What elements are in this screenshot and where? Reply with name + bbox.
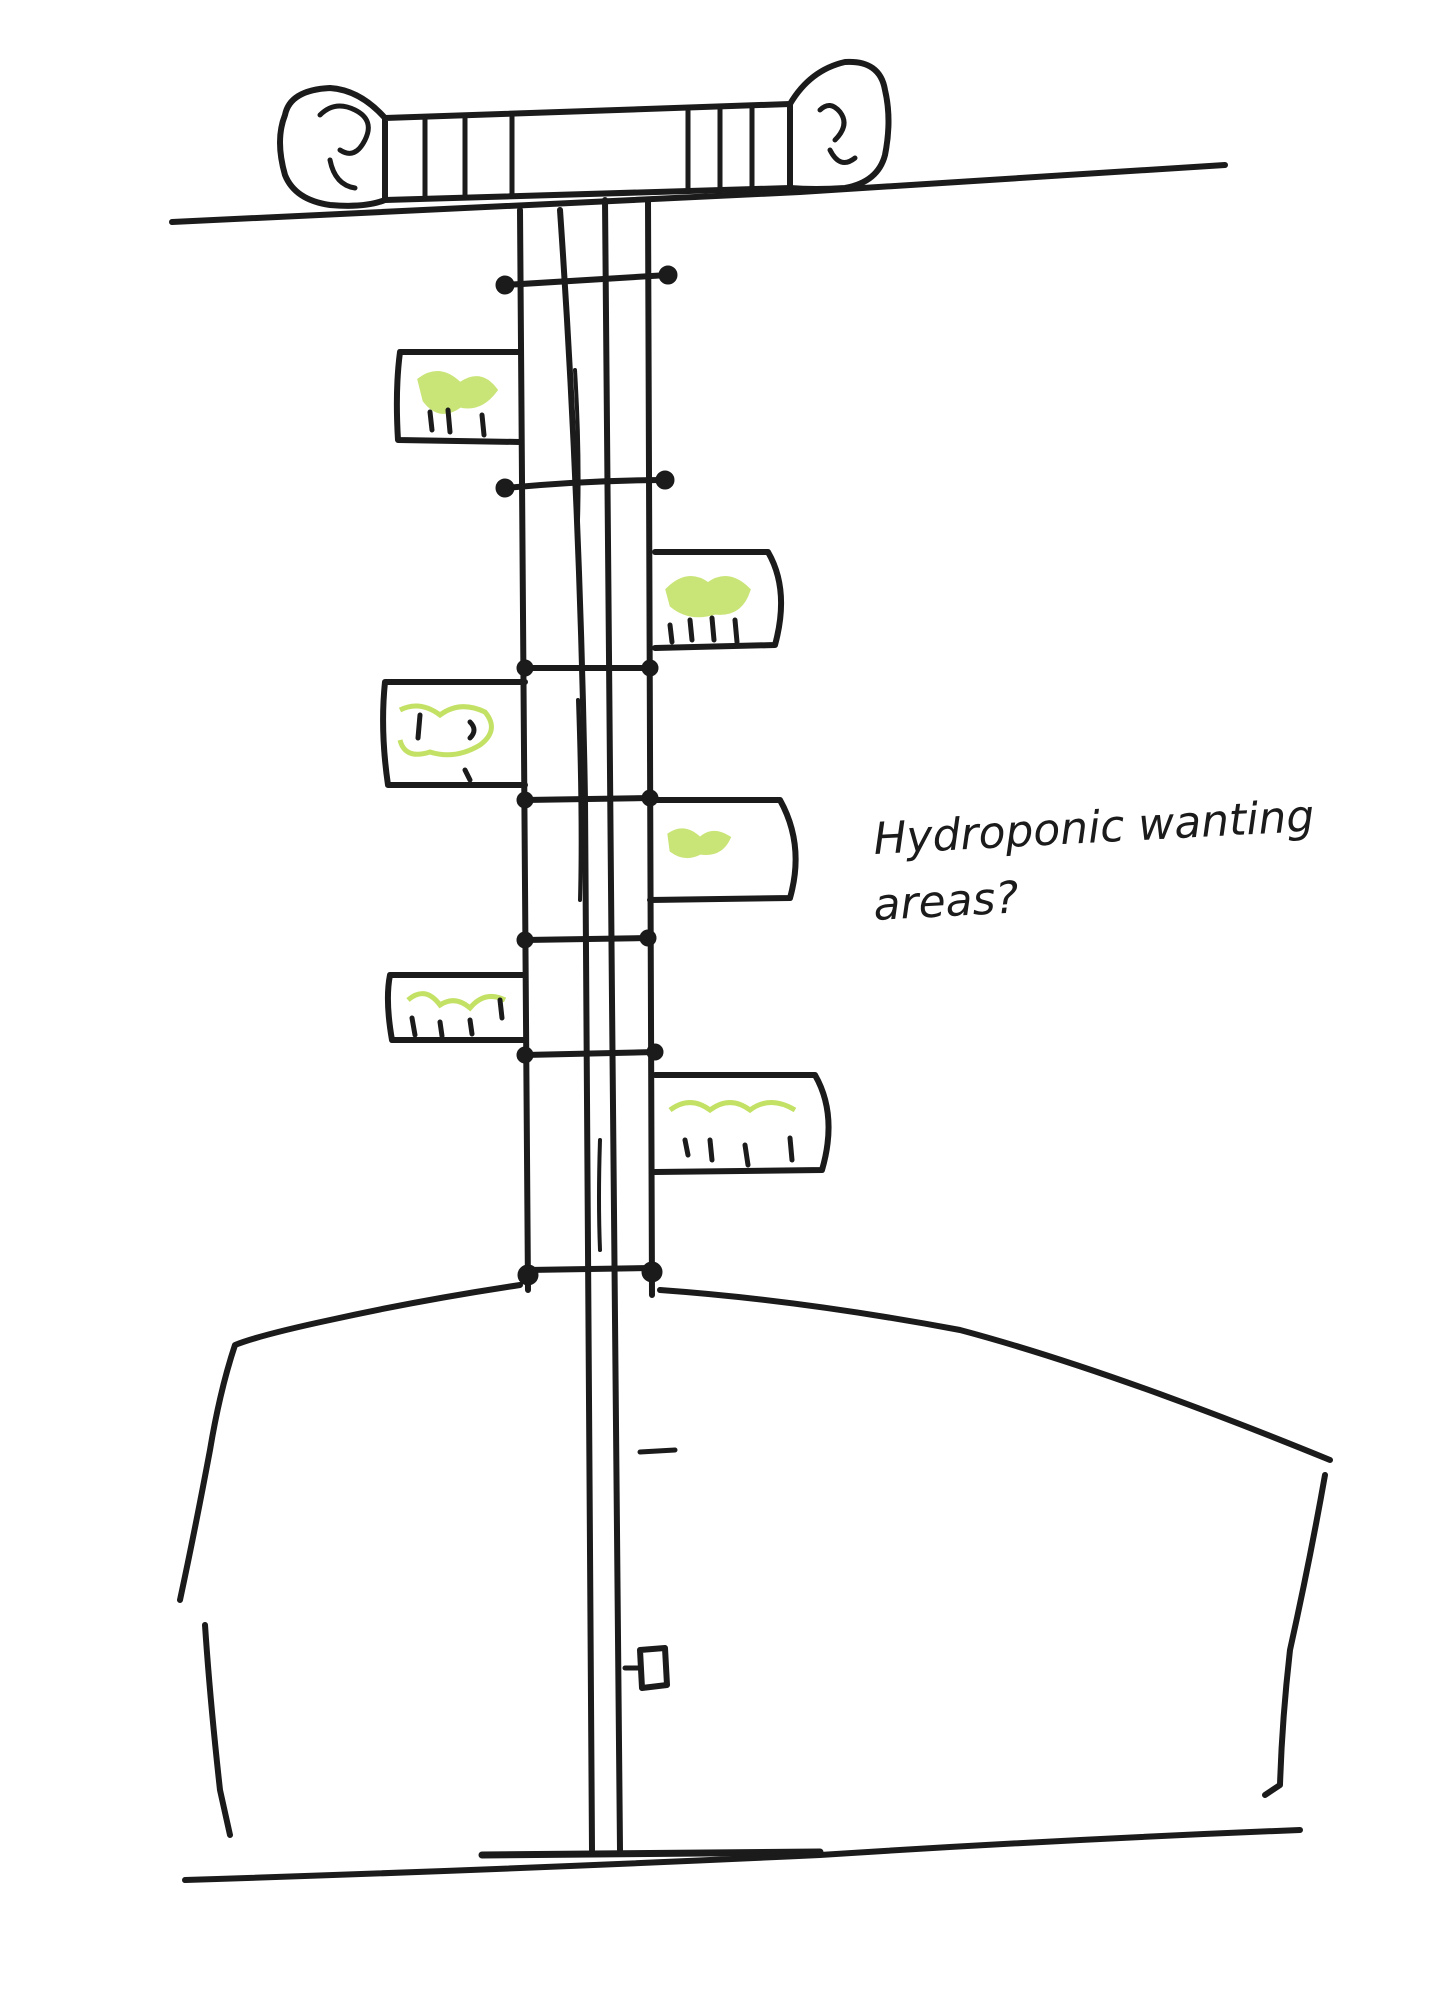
base-plate: [478, 1848, 824, 1859]
annotation-line-2: areas?: [872, 872, 1020, 931]
planter-box-2: [652, 549, 785, 651]
planter-box-6: [652, 1072, 832, 1175]
top-bridge: [382, 101, 793, 203]
tower-column: [517, 197, 655, 1853]
pipe-tick: [637, 1447, 678, 1455]
planter-box-5: [384, 972, 528, 1043]
pipe-valve: [622, 1645, 670, 1691]
cross-braces: [495, 265, 678, 1286]
left-bush: [277, 85, 388, 209]
right-bush: [787, 58, 892, 192]
planter-box-4: [647, 797, 799, 903]
planter-box-1: [393, 349, 523, 445]
planter-box-3: [380, 679, 528, 788]
ground-mass: [177, 1282, 1333, 1838]
top-ground-line: [169, 162, 1228, 225]
bottom-ground-line: [182, 1827, 1303, 1883]
